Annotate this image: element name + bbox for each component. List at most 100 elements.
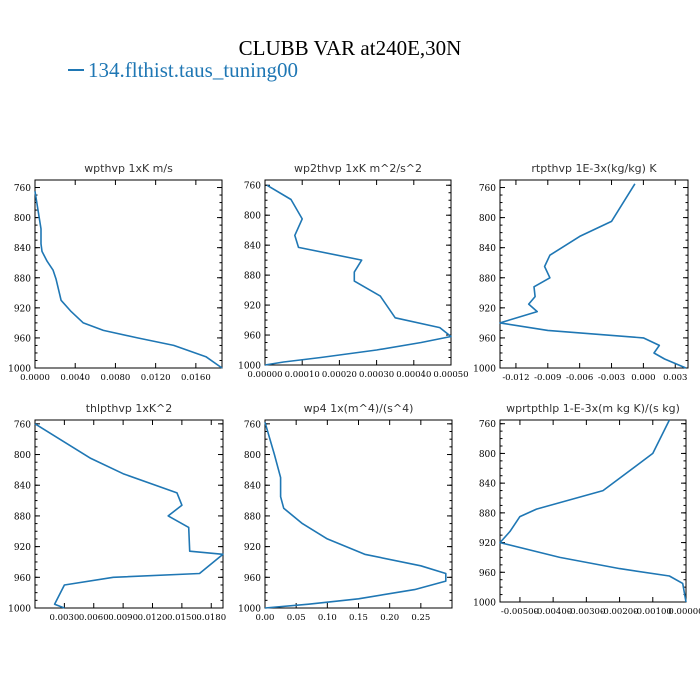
subplot-title: wpthvp 1xK m/s [84, 162, 173, 175]
x-tick-label: 0.0060 [79, 613, 109, 623]
legend: 134.flthist.taus_tuning00 [68, 58, 298, 83]
x-tick-label: -0.009 [534, 373, 561, 383]
y-tick-label: 880 [479, 274, 496, 284]
y-tick-label: 840 [479, 244, 496, 254]
x-tick-label: 0.00050 [433, 370, 468, 380]
subplot-title: wprtpthlp 1-E-3x(m kg K)/(s kg) [506, 402, 680, 415]
y-tick-label: 880 [244, 512, 261, 522]
y-tick-label: 800 [14, 451, 31, 461]
x-tick-label: 0.00000 [247, 370, 282, 380]
y-tick-label: 760 [244, 182, 261, 192]
y-tick-label: 1000 [8, 605, 31, 615]
y-tick-label: 880 [479, 509, 496, 519]
x-tick-label: 0.00030 [359, 370, 394, 380]
legend-swatch [68, 69, 84, 72]
y-tick-label: 840 [479, 480, 496, 490]
y-tick-label: 880 [14, 274, 31, 284]
plot-frame [499, 419, 687, 603]
legend-label: 134.flthist.taus_tuning00 [88, 58, 298, 82]
subplot-5: wp4 1x(m^4)/(s^4)76080084088092096010000… [238, 402, 453, 623]
x-tick-label: 0.0040 [60, 373, 90, 383]
subplot-title: rtpthvp 1E-3x(kg/kg) K [531, 162, 657, 175]
series-line [34, 423, 224, 609]
y-tick-label: 840 [244, 242, 261, 252]
x-tick-label: 0.0090 [108, 613, 138, 623]
y-tick-label: 1000 [473, 599, 496, 609]
y-tick-label: 960 [14, 334, 31, 344]
x-tick-label: 0.00020 [322, 370, 357, 380]
x-tick-label: 0.20 [380, 613, 399, 623]
series-line [499, 419, 687, 603]
subplot-2: wp2thvp 1xK m^2/s^2 760 800 840 880 920 960 100… [238, 162, 468, 380]
subplot-title: wp4 1x(m^4)/(s^4) [304, 402, 414, 415]
x-tick-label: 0.0000 [20, 373, 50, 383]
series-line [499, 183, 687, 369]
x-tick-label: 0.0080 [101, 373, 131, 383]
figure-title: CLUBB VAR at240E,30N [238, 36, 462, 60]
y-tick-label: 880 [14, 512, 31, 522]
y-tick-label: 1000 [238, 362, 261, 372]
y-tick-label: 760 [244, 420, 261, 430]
series-line [264, 184, 452, 366]
y-tick-label: 960 [479, 569, 496, 579]
y-tick-label: 1000 [473, 365, 496, 375]
subplot-1: wpthvp 1xK m/s76080084088092096010000.00… [8, 162, 223, 383]
y-tick-label: 800 [479, 450, 496, 460]
x-tick-label: 0.00040 [396, 370, 431, 380]
y-tick-label: 960 [244, 574, 261, 584]
y-tick-label: 800 [479, 214, 496, 224]
y-tick-label: 760 [14, 420, 31, 430]
x-tick-label: -0.003 [598, 373, 625, 383]
y-tick-label: 960 [14, 574, 31, 584]
x-tick-label: 0.10 [318, 613, 337, 623]
x-tick-label: -0.00100 [634, 607, 672, 617]
y-tick-label: 760 [14, 184, 31, 194]
x-tick-label: 0.0120 [141, 373, 171, 383]
y-tick-label: 800 [14, 214, 31, 224]
subplot-title: thlpthvp 1xK^2 [86, 402, 173, 415]
x-tick-label: -0.00200 [601, 607, 639, 617]
series-line [264, 422, 447, 609]
subplot-title: wp2thvp 1xK m^2/s^2 [294, 162, 422, 175]
x-tick-label: -0.012 [502, 373, 529, 383]
y-tick-label: 840 [14, 482, 31, 492]
plot-frame [34, 419, 224, 609]
series-line [34, 191, 223, 369]
plot-frame [264, 179, 452, 366]
plot-frame [264, 419, 453, 609]
y-tick-label: 880 [244, 272, 261, 282]
x-tick-label: 0.0030 [50, 613, 80, 623]
y-tick-label: 920 [244, 302, 261, 312]
x-tick-label: -0.00400 [534, 607, 572, 617]
x-tick-label: -0.00300 [567, 607, 605, 617]
plot-frame [34, 179, 223, 369]
y-tick-label: 960 [244, 332, 261, 342]
y-tick-label: 920 [14, 304, 31, 314]
y-tick-label: 1000 [8, 365, 31, 375]
x-tick-label: 0.05 [287, 613, 306, 623]
subplot-3: rtpthvp 1E-3x(kg/kg) K 760 800 840 880 920 960… [473, 162, 689, 383]
y-tick-label: 760 [479, 184, 496, 194]
x-tick-label: -0.00500 [501, 607, 539, 617]
x-tick-label: 0.25 [411, 613, 430, 623]
x-tick-label: 0.00 [256, 613, 275, 623]
y-tick-label: 840 [244, 482, 261, 492]
x-tick-label: 0.0150 [167, 613, 197, 623]
y-tick-label: 960 [479, 334, 496, 344]
x-tick-label: 0.000 [631, 373, 655, 383]
subplot-6: wprtpthlp 1-E-3x(m kg K)/(s kg) 760 800 840… [473, 402, 700, 617]
x-tick-label: 0.003 [663, 373, 687, 383]
y-tick-label: 920 [479, 304, 496, 314]
x-tick-label: 0.0160 [181, 373, 211, 383]
y-tick-label: 920 [14, 543, 31, 553]
x-tick-label: 0.0120 [138, 613, 168, 623]
y-tick-label: 800 [244, 451, 261, 461]
y-tick-label: 840 [14, 244, 31, 254]
plot-frame [499, 179, 689, 369]
subplot-4: thlpthvp 1xK^2 760 800 840 880 920 960 1000 0.00… [8, 402, 226, 623]
y-tick-label: 760 [479, 420, 496, 430]
x-tick-label: -0.006 [566, 373, 593, 383]
y-tick-label: 920 [479, 539, 496, 549]
y-tick-label: 800 [244, 212, 261, 222]
